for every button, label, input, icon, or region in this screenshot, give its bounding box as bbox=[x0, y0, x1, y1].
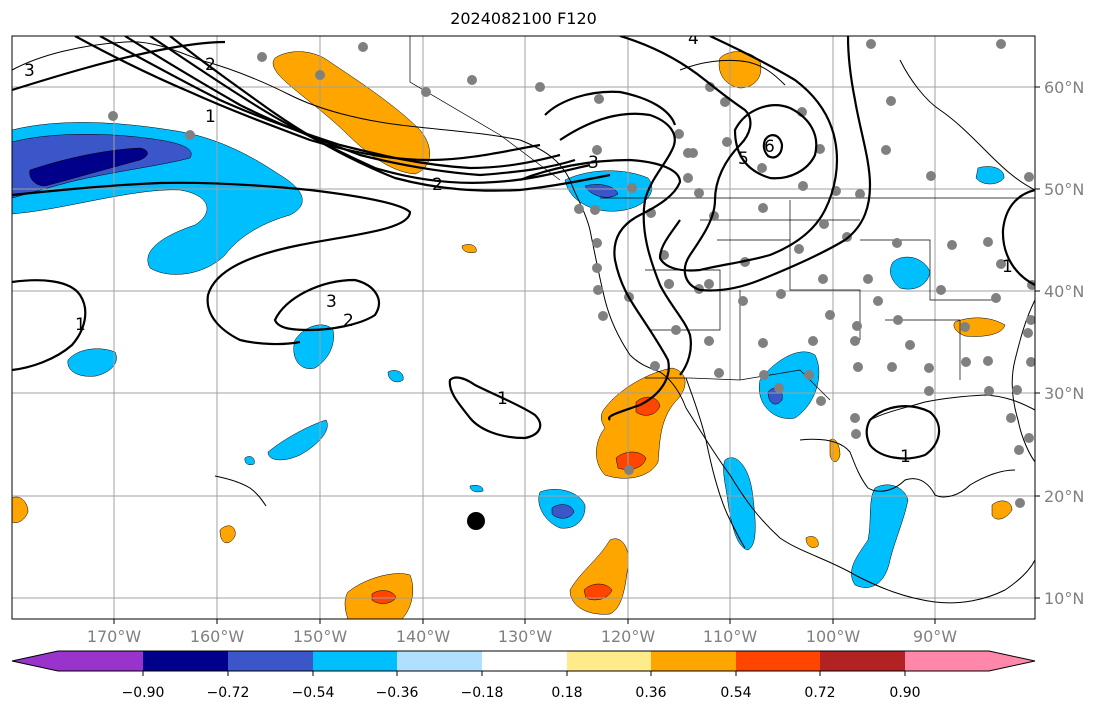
colorbar-tick-label: −0.90 bbox=[122, 685, 165, 701]
colorbar-tick-label: 0.72 bbox=[804, 685, 835, 701]
neg-anomaly-3 bbox=[267, 419, 328, 461]
colorbar-tick-label: −0.36 bbox=[376, 685, 419, 701]
lon-label: 160°W bbox=[190, 627, 245, 646]
map-content: 1 2 3 4 5 6 3 2 1 3 2 1 1 1 bbox=[12, 29, 1035, 619]
latitude-labels: 60°N 50°N 40°N 30°N 20°N 10°N bbox=[1044, 78, 1084, 608]
longitude-labels: 170°W 160°W 150°W 140°W 130°W 120°W 110°… bbox=[87, 627, 957, 646]
colorbar-arrow-left bbox=[12, 651, 58, 671]
neg-anomaly-small-2 bbox=[469, 484, 484, 493]
neg-anomaly-2 bbox=[293, 324, 334, 369]
lat-label: 30°N bbox=[1044, 384, 1084, 403]
pos-anomaly-alaska bbox=[272, 51, 430, 175]
lat-lon-grid bbox=[12, 36, 1035, 619]
lat-label: 10°N bbox=[1044, 589, 1084, 608]
colorbar-segment bbox=[905, 651, 989, 671]
contour-labels: 1 2 3 4 5 6 3 2 1 3 2 1 1 1 bbox=[24, 29, 1013, 467]
coastlines bbox=[12, 41, 1035, 604]
lon-label: 90°W bbox=[913, 627, 957, 646]
contour-label: 3 bbox=[24, 61, 35, 81]
colorbar-tick-label: 0.36 bbox=[635, 685, 666, 701]
colorbar-tick-label: −0.54 bbox=[292, 685, 335, 701]
neg-anomaly-baja bbox=[723, 457, 756, 551]
lat-label: 50°N bbox=[1044, 180, 1084, 199]
colorbar-segment bbox=[58, 651, 143, 671]
lat-label: 60°N bbox=[1044, 78, 1084, 97]
lon-label: 170°W bbox=[87, 627, 142, 646]
contour-label: 2 bbox=[432, 175, 443, 195]
contour-label: 1 bbox=[75, 315, 86, 335]
pos-anomaly-small-1 bbox=[219, 525, 236, 543]
map-frame bbox=[11, 35, 1036, 620]
station-dots bbox=[108, 39, 1035, 508]
colorbar-segment bbox=[736, 651, 820, 671]
political-borders bbox=[409, 36, 1035, 401]
pos-anomaly-central-am bbox=[805, 536, 819, 548]
filled-anomalies bbox=[12, 51, 1013, 619]
neg-anomaly-ne bbox=[975, 166, 1005, 185]
contour-label: 1 bbox=[900, 447, 911, 467]
contour-label: 4 bbox=[688, 29, 699, 49]
map-title: 2024082100 F120 bbox=[450, 9, 597, 28]
lon-label: 120°W bbox=[601, 627, 656, 646]
neg-anomaly-great-lakes bbox=[890, 256, 931, 290]
lon-label: 110°W bbox=[703, 627, 758, 646]
colorbar-segment bbox=[820, 651, 905, 671]
colorbar-tick-label: 0.90 bbox=[889, 685, 920, 701]
lon-label: 100°W bbox=[806, 627, 861, 646]
neg-anomaly-aleutian-max bbox=[29, 147, 148, 187]
contour-label: 1 bbox=[1002, 257, 1013, 277]
pos-anomaly-caribbean bbox=[991, 500, 1013, 520]
colorbar-tick-label: 0.18 bbox=[551, 685, 582, 701]
contour-label: 2 bbox=[343, 311, 354, 331]
pos-anomaly-small-2 bbox=[461, 244, 477, 253]
colorbar-segment bbox=[567, 651, 651, 671]
lat-label: 20°N bbox=[1044, 487, 1084, 506]
colorbar-segment bbox=[143, 651, 228, 671]
colorbar: −0.90 −0.72 −0.54 −0.36 −0.18 0.18 0.36 … bbox=[11, 650, 1036, 701]
pos-anomaly-west-coast-core bbox=[635, 396, 661, 416]
contour-lines bbox=[12, 36, 1035, 460]
lon-label: 150°W bbox=[293, 627, 348, 646]
neg-anomaly-vancouver-core bbox=[584, 184, 619, 198]
contour-label: 1 bbox=[205, 107, 216, 127]
contour-label: 6 bbox=[764, 137, 775, 157]
neg-anomaly-small-1 bbox=[244, 456, 255, 465]
colorbar-tick-label: −0.18 bbox=[461, 685, 504, 701]
colorbar-arrow-right bbox=[989, 651, 1035, 671]
contour-label: 2 bbox=[205, 55, 216, 75]
pos-anomaly-left-edge bbox=[12, 496, 29, 523]
marker-dot bbox=[467, 512, 485, 530]
neg-anomaly-4 bbox=[387, 370, 404, 383]
contour-label: 1 bbox=[497, 389, 508, 409]
axis-ticks bbox=[113, 86, 1040, 624]
colorbar-segment bbox=[482, 651, 567, 671]
neg-anomaly-1 bbox=[67, 348, 117, 377]
colorbar-tick-label: −0.72 bbox=[207, 685, 250, 701]
colorbar-segment bbox=[397, 651, 482, 671]
colorbar-segment bbox=[228, 651, 313, 671]
neg-anomaly-gulf bbox=[851, 484, 909, 588]
contour-label: 3 bbox=[588, 153, 599, 173]
colorbar-tick-label: 0.54 bbox=[720, 685, 751, 701]
lon-label: 130°W bbox=[498, 627, 553, 646]
contour-label: 3 bbox=[326, 292, 337, 312]
pos-anomaly-south-2-core bbox=[583, 583, 613, 601]
lat-label: 40°N bbox=[1044, 282, 1084, 301]
lon-label: 140°W bbox=[396, 627, 451, 646]
colorbar-segment bbox=[651, 651, 736, 671]
colorbar-segment bbox=[313, 651, 397, 671]
contour-label: 5 bbox=[738, 149, 749, 169]
neg-anomaly-5-core bbox=[551, 504, 575, 519]
